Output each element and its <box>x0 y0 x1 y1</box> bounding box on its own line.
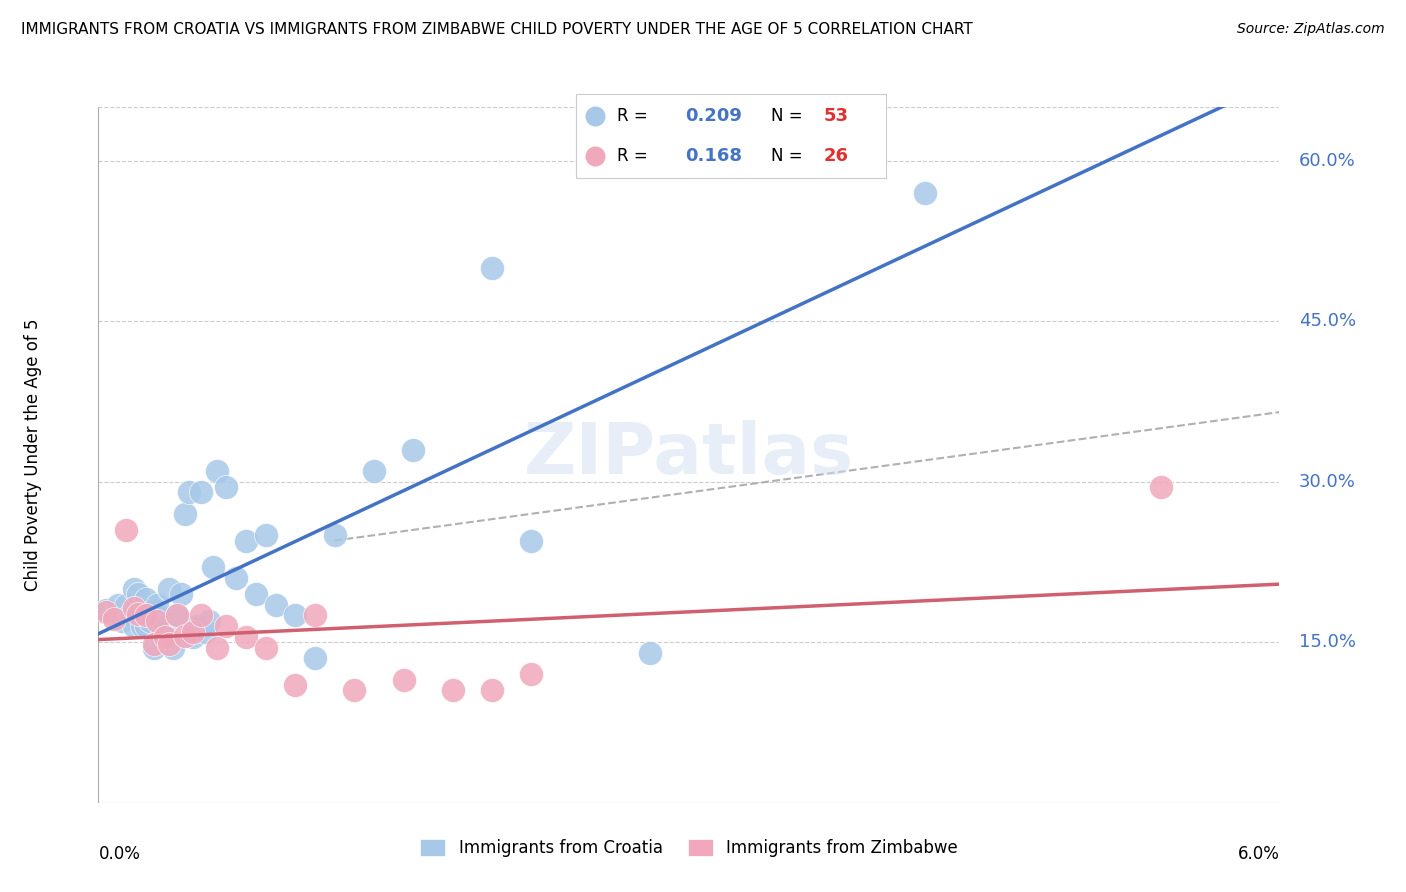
Point <box>122 619 145 633</box>
Point <box>284 678 307 692</box>
Point <box>142 603 165 617</box>
Point <box>392 673 415 687</box>
Point <box>201 560 224 574</box>
Point <box>363 464 385 478</box>
Text: Source: ZipAtlas.com: Source: ZipAtlas.com <box>1237 22 1385 37</box>
Point <box>1150 480 1173 494</box>
Point <box>194 624 217 639</box>
Point <box>205 640 228 655</box>
Point <box>914 186 936 200</box>
Point <box>796 159 818 173</box>
Text: R =: R = <box>617 147 647 165</box>
Point <box>146 608 169 623</box>
Point <box>122 582 145 596</box>
Point <box>481 683 503 698</box>
Text: ZIPatlas: ZIPatlas <box>524 420 853 490</box>
Point <box>235 533 257 548</box>
Point <box>343 683 366 698</box>
Point <box>284 608 307 623</box>
Point <box>155 619 177 633</box>
Point <box>157 637 180 651</box>
Text: 53: 53 <box>824 107 849 125</box>
Point <box>111 614 134 628</box>
Text: R =: R = <box>617 107 647 125</box>
Point <box>481 260 503 275</box>
Point <box>115 608 138 623</box>
Point <box>174 629 197 643</box>
Point <box>190 485 212 500</box>
Point <box>254 528 277 542</box>
Text: 45.0%: 45.0% <box>1299 312 1357 330</box>
Point <box>155 630 177 644</box>
Point <box>177 485 200 500</box>
Point <box>197 614 219 628</box>
Point <box>235 630 257 644</box>
Point <box>107 598 129 612</box>
Point <box>146 598 169 612</box>
Point <box>170 587 193 601</box>
Point <box>135 603 157 617</box>
Legend: Immigrants from Croatia, Immigrants from Zimbabwe: Immigrants from Croatia, Immigrants from… <box>413 832 965 864</box>
Point <box>142 640 165 655</box>
Point <box>264 598 287 612</box>
Text: N =: N = <box>772 147 803 165</box>
Text: 60.0%: 60.0% <box>1299 152 1355 169</box>
Point <box>190 608 212 623</box>
Point <box>245 587 267 601</box>
Point <box>215 480 238 494</box>
Point <box>520 533 543 548</box>
Text: IMMIGRANTS FROM CROATIA VS IMMIGRANTS FROM ZIMBABWE CHILD POVERTY UNDER THE AGE : IMMIGRANTS FROM CROATIA VS IMMIGRANTS FR… <box>21 22 973 37</box>
Text: Child Poverty Under the Age of 5: Child Poverty Under the Age of 5 <box>24 318 42 591</box>
Point <box>115 523 138 537</box>
Point <box>118 608 141 623</box>
Point <box>441 683 464 698</box>
Text: 26: 26 <box>824 147 849 165</box>
Point <box>103 608 125 623</box>
Point <box>181 624 204 639</box>
Point <box>166 608 188 623</box>
Point <box>215 619 238 633</box>
Text: 15.0%: 15.0% <box>1299 633 1357 651</box>
Point <box>304 651 326 665</box>
Point <box>96 603 118 617</box>
Point <box>127 607 149 622</box>
Point <box>520 667 543 681</box>
Point <box>131 608 153 623</box>
Point <box>323 528 346 542</box>
Point <box>254 640 277 655</box>
Point <box>146 614 169 628</box>
Point <box>138 614 160 628</box>
Point <box>162 640 184 655</box>
Text: 30.0%: 30.0% <box>1299 473 1355 491</box>
Text: 0.209: 0.209 <box>685 107 741 125</box>
Point <box>402 442 425 457</box>
Text: 0.168: 0.168 <box>685 147 742 165</box>
Text: N =: N = <box>772 107 803 125</box>
Point <box>166 608 188 623</box>
Point <box>157 582 180 596</box>
Point <box>103 612 125 626</box>
Point <box>186 619 208 633</box>
Point <box>142 637 165 651</box>
Point <box>131 619 153 633</box>
Point <box>115 598 138 612</box>
Point <box>135 608 157 623</box>
Point <box>638 646 661 660</box>
Point <box>181 630 204 644</box>
Point <box>225 571 247 585</box>
Point <box>205 464 228 478</box>
Text: 6.0%: 6.0% <box>1237 845 1279 863</box>
Text: 0.0%: 0.0% <box>98 845 141 863</box>
Point <box>174 507 197 521</box>
Point <box>304 608 326 623</box>
Point <box>127 598 149 612</box>
Point <box>150 630 173 644</box>
Point <box>127 587 149 601</box>
Point <box>122 601 145 615</box>
Point <box>155 630 177 644</box>
Point <box>135 619 157 633</box>
Point <box>135 592 157 607</box>
Point <box>96 605 118 619</box>
